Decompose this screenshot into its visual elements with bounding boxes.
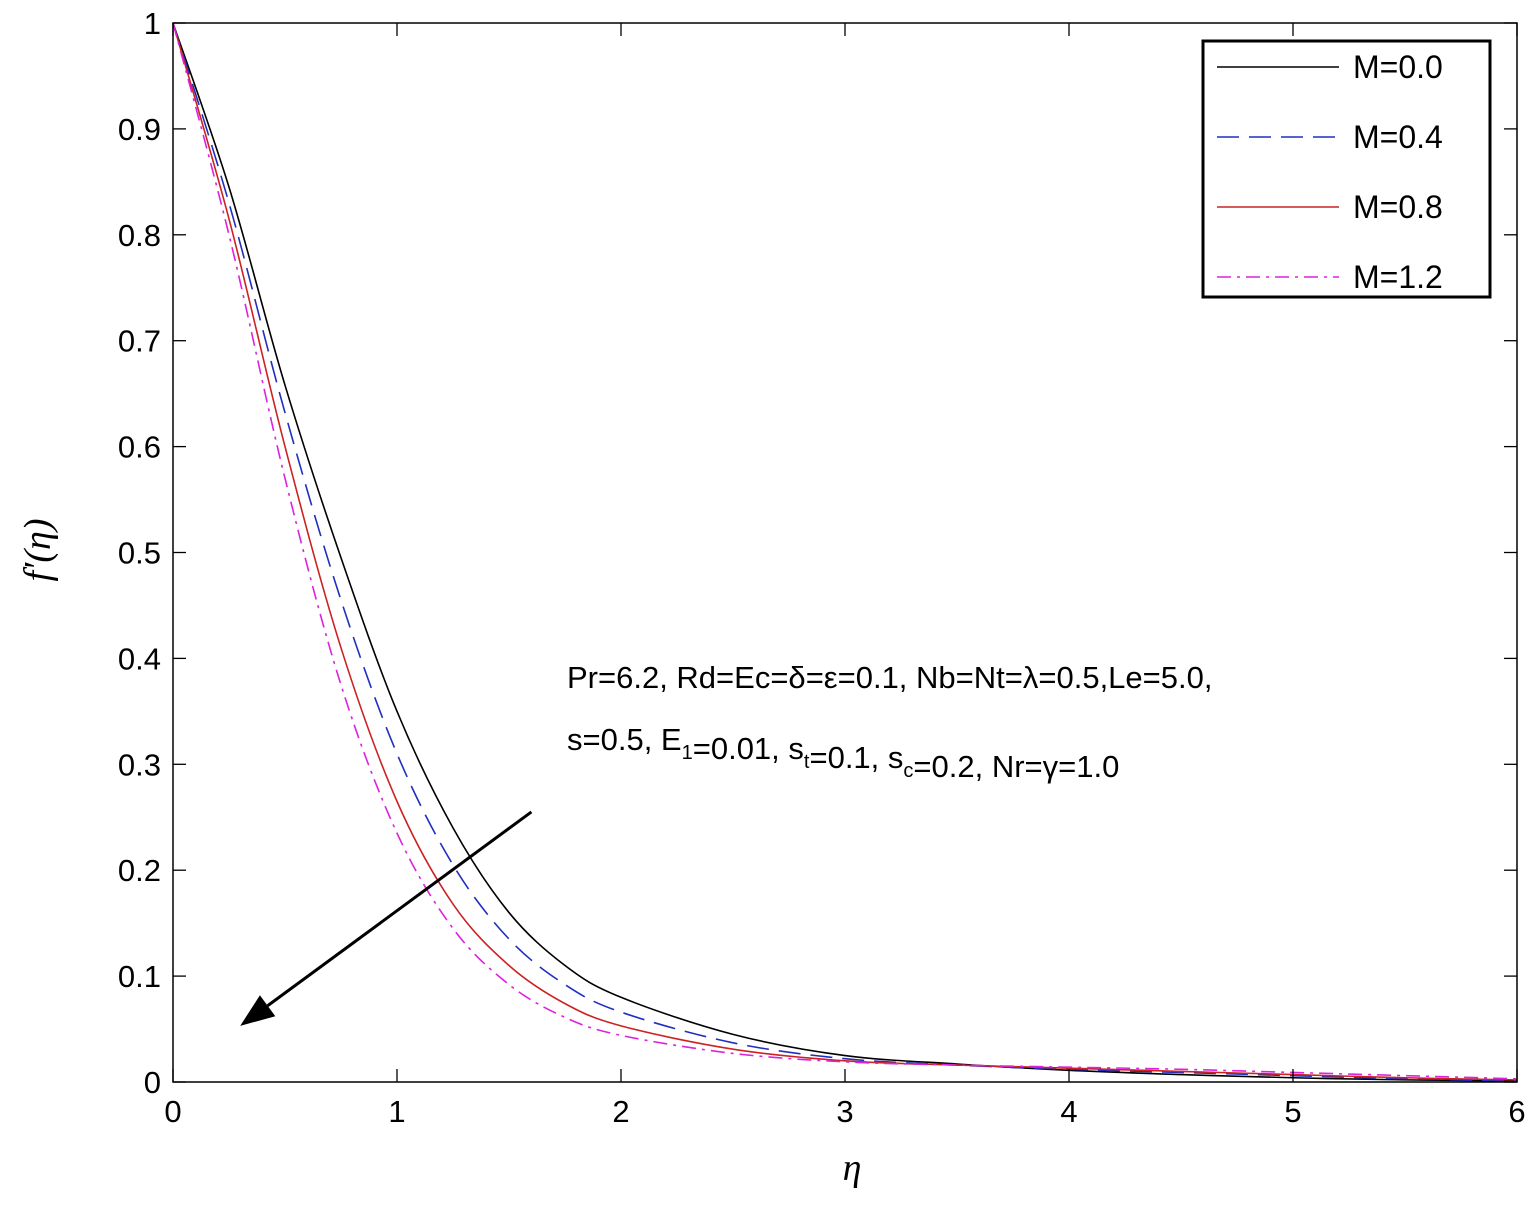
increase-arrow — [240, 810, 533, 1026]
y-tick-label: 0.7 — [118, 324, 161, 359]
series-line-2 — [172, 22, 1518, 1082]
legend-label-2: M=0.4 — [1353, 119, 1443, 155]
x-axis-label: η — [843, 1147, 862, 1189]
annotation-subscript: 1 — [682, 742, 693, 764]
x-tick-label: 2 — [612, 1094, 629, 1129]
y-tick-label: 1 — [144, 6, 161, 41]
parameter-annotation: Pr=6.2, Rd=Ec=δ=ε=0.1, Nb=Nt=λ=0.5,Le=5.… — [567, 660, 1212, 784]
y-tick-label: 0.2 — [118, 853, 161, 888]
y-axis-label: f′(η) — [17, 518, 59, 581]
plot-area — [172, 22, 1518, 1082]
x-tick-label: 0 — [164, 1094, 181, 1129]
annotation-text: s=0.5, E — [567, 722, 682, 757]
y-tick-label: 0 — [144, 1065, 161, 1100]
arrow-shaft — [266, 810, 533, 1007]
y-tick-label: 0.8 — [118, 218, 161, 253]
arrow-head — [240, 995, 276, 1026]
annotation-text: =0.01, s — [693, 731, 804, 766]
annotation-line-1: Pr=6.2, Rd=Ec=δ=ε=0.1, Nb=Nt=λ=0.5,Le=5.… — [567, 660, 1212, 695]
y-tick-label: 0.6 — [118, 430, 161, 465]
series-line-4 — [172, 22, 1518, 1080]
legend-label-3: M=0.8 — [1353, 189, 1443, 225]
x-axis-ticks: 0 1 2 3 4 5 6 — [164, 23, 1526, 1129]
series-line-3 — [172, 22, 1518, 1081]
x-tick-label: 3 — [836, 1094, 853, 1129]
y-tick-label: 0.1 — [118, 959, 161, 994]
annotation-line-2: s=0.5, E1=0.01, st=0.1, sc=0.2, Nr=γ=1.0 — [567, 722, 1119, 784]
y-tick-label: 0.4 — [118, 641, 161, 676]
annotation-subscript: c — [903, 760, 913, 782]
series-line-1 — [172, 22, 1518, 1082]
legend-label-1: M=0.0 — [1353, 49, 1443, 85]
legend-label-4: M=1.2 — [1353, 259, 1443, 295]
y-tick-label: 0.5 — [118, 536, 161, 571]
annotation-text: =0.2, Nr=γ=1.0 — [913, 749, 1119, 784]
y-tick-label: 0.3 — [118, 747, 161, 782]
legend-box — [1201, 39, 1492, 299]
y-axis-ticks: 0 0.1 0.2 0.3 0.4 0.5 0.6 0.7 0.8 0.9 1 — [118, 6, 1517, 1100]
legend: M=0.0 M=0.4 M=0.8 M=1.2 — [1201, 39, 1492, 299]
annotation-text: Pr=6.2, Rd=Ec=δ=ε=0.1, Nb=Nt=λ=0.5,Le=5.… — [567, 660, 1212, 695]
x-tick-label: 1 — [388, 1094, 405, 1129]
y-tick-label: 0.9 — [118, 112, 161, 147]
annotation-text: =0.1, s — [809, 740, 903, 775]
annotation-subscript: t — [804, 751, 810, 773]
x-tick-label: 5 — [1284, 1094, 1301, 1129]
x-tick-label: 4 — [1060, 1094, 1077, 1129]
x-tick-label: 6 — [1508, 1094, 1525, 1129]
